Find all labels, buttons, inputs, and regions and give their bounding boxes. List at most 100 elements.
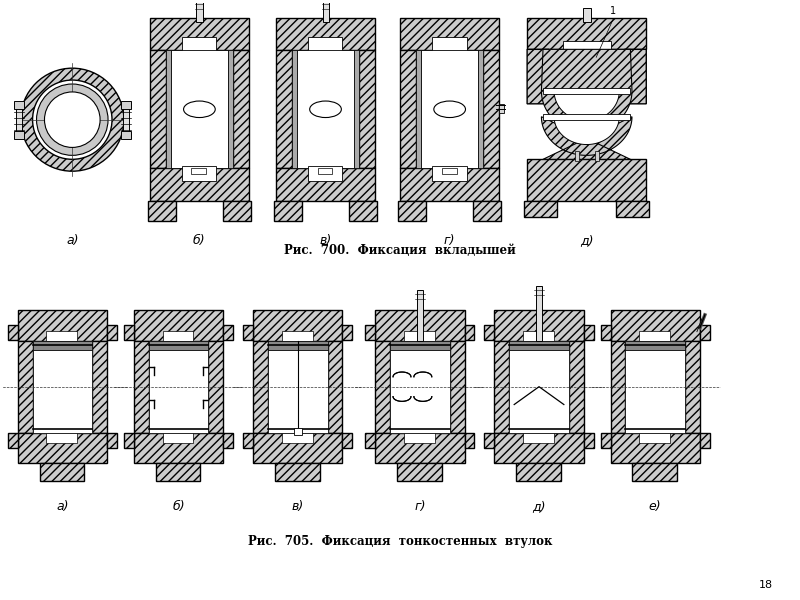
Bar [543,114,630,119]
Bar [318,168,333,174]
Bar [390,341,450,350]
Bar [626,341,685,350]
Bar [354,50,359,168]
Bar [366,433,375,448]
Bar [563,41,610,52]
Polygon shape [625,49,646,104]
Bar [197,0,203,22]
Bar [8,433,18,448]
Bar [149,341,208,433]
Bar [14,101,24,109]
Ellipse shape [310,101,342,118]
Text: 18: 18 [758,580,773,590]
Bar [510,341,569,350]
Bar [275,463,319,481]
Bar [594,151,598,161]
Bar [342,325,352,340]
Bar [243,325,253,340]
Bar [308,166,342,181]
Bar [601,433,610,448]
Polygon shape [527,49,549,104]
Text: а): а) [56,500,69,513]
Bar [33,341,92,350]
Bar [494,433,584,463]
Polygon shape [554,91,619,121]
Bar [584,433,594,448]
Text: Рис.  700.  Фиксация  вкладышей: Рис. 700. Фиксация вкладышей [284,244,516,257]
Bar [375,433,465,463]
Bar [574,151,578,161]
Bar [366,325,375,340]
Bar [610,310,700,341]
Bar [610,341,626,433]
Text: в): в) [291,500,304,513]
Bar [494,310,584,341]
Bar [569,341,584,433]
Bar [432,37,466,52]
Bar [294,428,302,435]
Bar [450,341,465,433]
Bar [483,50,499,168]
Circle shape [37,84,108,155]
Bar [375,341,390,433]
Bar [124,325,134,340]
Polygon shape [554,117,619,145]
Bar [390,341,450,350]
Bar [417,290,423,341]
Bar [626,341,685,433]
Bar [523,331,554,343]
Bar [527,160,646,201]
Bar [322,0,330,22]
Bar [223,325,233,340]
Circle shape [45,92,100,148]
Bar [536,286,542,341]
Bar [398,201,426,221]
Bar [107,433,117,448]
Bar [253,341,268,433]
Bar [400,50,416,168]
Bar [516,463,561,481]
Bar [123,105,129,134]
Bar [308,37,342,52]
Bar [46,433,78,443]
Bar [685,341,700,433]
Bar [46,331,78,343]
Bar [208,341,223,433]
Bar [327,341,342,433]
Text: г): г) [414,500,426,513]
Bar [223,433,233,448]
Bar [253,310,342,341]
Bar [478,50,483,168]
Bar [397,463,442,481]
Text: 1: 1 [610,5,616,16]
Bar [601,325,610,340]
Bar [524,201,557,217]
Text: Рис.  705.  Фиксация  тонкостенных  втулок: Рис. 705. Фиксация тонкостенных втулок [248,535,552,548]
Bar [121,131,131,139]
Bar [639,433,670,443]
Bar [523,433,554,443]
Bar [416,50,421,168]
Bar [166,50,170,168]
Bar [404,331,434,343]
Bar [474,201,502,221]
Polygon shape [542,117,632,160]
Bar [543,88,630,94]
Bar [276,17,375,50]
Bar [18,433,107,463]
Bar [499,104,504,113]
Bar [276,168,375,201]
Bar [124,433,134,448]
Bar [297,50,354,168]
Circle shape [21,68,124,171]
Bar [400,17,499,50]
Bar [700,433,710,448]
Bar [510,341,569,350]
Text: д): д) [580,233,594,247]
Text: в): в) [319,233,332,247]
Bar [191,168,206,174]
Bar [268,341,327,433]
Text: д): д) [532,500,546,513]
Bar [268,341,327,350]
Bar [342,433,352,448]
